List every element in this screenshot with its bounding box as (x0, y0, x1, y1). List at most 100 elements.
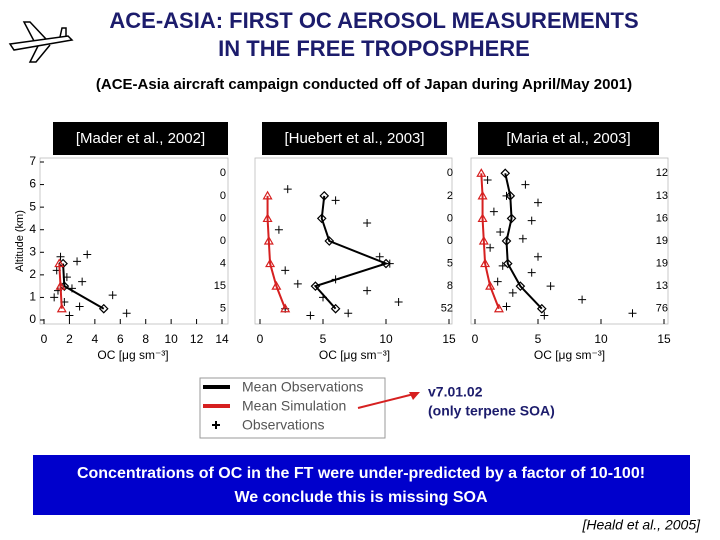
count-label: 0 (220, 167, 226, 179)
observation-point (122, 309, 131, 318)
marker (477, 190, 488, 200)
x-tick-label: 2 (66, 332, 73, 346)
observation-point (394, 297, 403, 306)
observation-point (65, 311, 74, 320)
y-tick-label: 2 (29, 267, 36, 281)
marker (265, 258, 276, 268)
x-tick-label: 10 (164, 332, 178, 346)
x-tick-label: 14 (215, 332, 229, 346)
mean-line (266, 195, 287, 310)
y-axis-label: Altitude (km) (14, 210, 26, 272)
count-label: 19 (656, 235, 668, 247)
title-line: IN THE FREE TROPOSPHERE (218, 36, 530, 61)
marker (310, 281, 321, 291)
count-label: 13 (656, 280, 668, 292)
observation-point (527, 216, 536, 225)
plot-frame (254, 157, 453, 325)
x-tick-label: 0 (257, 332, 264, 346)
legend-label: Observations (242, 417, 324, 433)
observation-point (546, 282, 555, 291)
marker (98, 303, 109, 314)
count-label: 19 (656, 257, 668, 269)
count-label: 0 (447, 167, 453, 179)
x-tick-label: 15 (657, 332, 671, 346)
observation-point (363, 218, 372, 227)
y-tick-label: 4 (29, 222, 36, 236)
marker (480, 258, 491, 268)
observation-point (534, 198, 542, 207)
observation-point (83, 250, 92, 259)
marker (476, 168, 487, 177)
marker (501, 236, 512, 246)
count-label: 15 (214, 280, 226, 292)
count-label: 5 (447, 257, 453, 269)
reference-box (262, 122, 447, 155)
y-tick-label: 3 (29, 244, 36, 258)
reference-box (53, 122, 228, 155)
observation-point (281, 266, 290, 275)
x-axis-label: OC [μg sm⁻³] (97, 348, 168, 362)
observation-point (518, 234, 527, 243)
observation-point (212, 421, 220, 429)
observation-point (527, 268, 536, 277)
x-tick-label: 0 (472, 332, 479, 346)
x-tick-label: 8 (142, 332, 149, 346)
observation-point (489, 207, 498, 216)
observation-point (108, 291, 117, 300)
x-tick-label: 0 (41, 332, 48, 346)
count-label: 52 (441, 303, 453, 315)
reference: [Mader et al., 2002] (76, 130, 205, 147)
legend-box (199, 377, 386, 439)
observation-point (486, 243, 495, 252)
marker (55, 280, 66, 290)
marker (506, 213, 517, 224)
marker (478, 235, 489, 245)
conclusion-box (33, 455, 690, 515)
model-note: v7.01.02 (428, 384, 483, 400)
observation-point (502, 302, 511, 311)
marker (502, 258, 513, 269)
marker (381, 258, 391, 269)
count-label: 13 (656, 190, 668, 202)
marker (319, 191, 330, 201)
observation-point (306, 311, 315, 320)
observation-point (363, 286, 372, 295)
marker (262, 213, 273, 223)
marker (485, 280, 496, 290)
marker (477, 213, 488, 223)
conclusion-line: Concentrations of OC in the FT were unde… (77, 465, 645, 482)
x-tick-label: 10 (379, 332, 393, 346)
count-label: 12 (656, 167, 668, 179)
count-label: 0 (220, 212, 226, 224)
legend-label: Mean Simulation (242, 398, 346, 414)
count-label: 8 (447, 280, 453, 292)
observation-point (496, 227, 505, 236)
marker (56, 303, 67, 313)
observation-point (578, 295, 587, 304)
observation-point (293, 279, 302, 288)
x-axis-label: OC [μg sm⁻³] (319, 348, 390, 362)
model-note: (only terpene SOA) (428, 403, 555, 419)
plot-frame (39, 157, 229, 325)
marker (262, 190, 273, 200)
subtitle: (ACE-Asia aircraft campaign conducted of… (96, 76, 632, 93)
arrow (357, 392, 419, 409)
marker (500, 168, 511, 179)
reference: [Maria et al., 2003] (506, 130, 630, 147)
observation-point (540, 311, 549, 320)
legend-label: Mean Observations (242, 379, 363, 395)
y-tick-label: 5 (29, 199, 36, 213)
marker (330, 303, 341, 314)
count-label: 5 (220, 303, 226, 315)
x-tick-label: 15 (442, 332, 456, 346)
observation-point (521, 180, 530, 189)
marker (280, 303, 291, 313)
x-tick-label: 6 (117, 332, 124, 346)
airplane-icon (8, 21, 74, 63)
observation-point (73, 257, 82, 266)
count-label: 0 (220, 190, 226, 202)
x-tick-label: 4 (92, 332, 99, 346)
marker (505, 191, 516, 201)
mean-line (313, 195, 389, 310)
